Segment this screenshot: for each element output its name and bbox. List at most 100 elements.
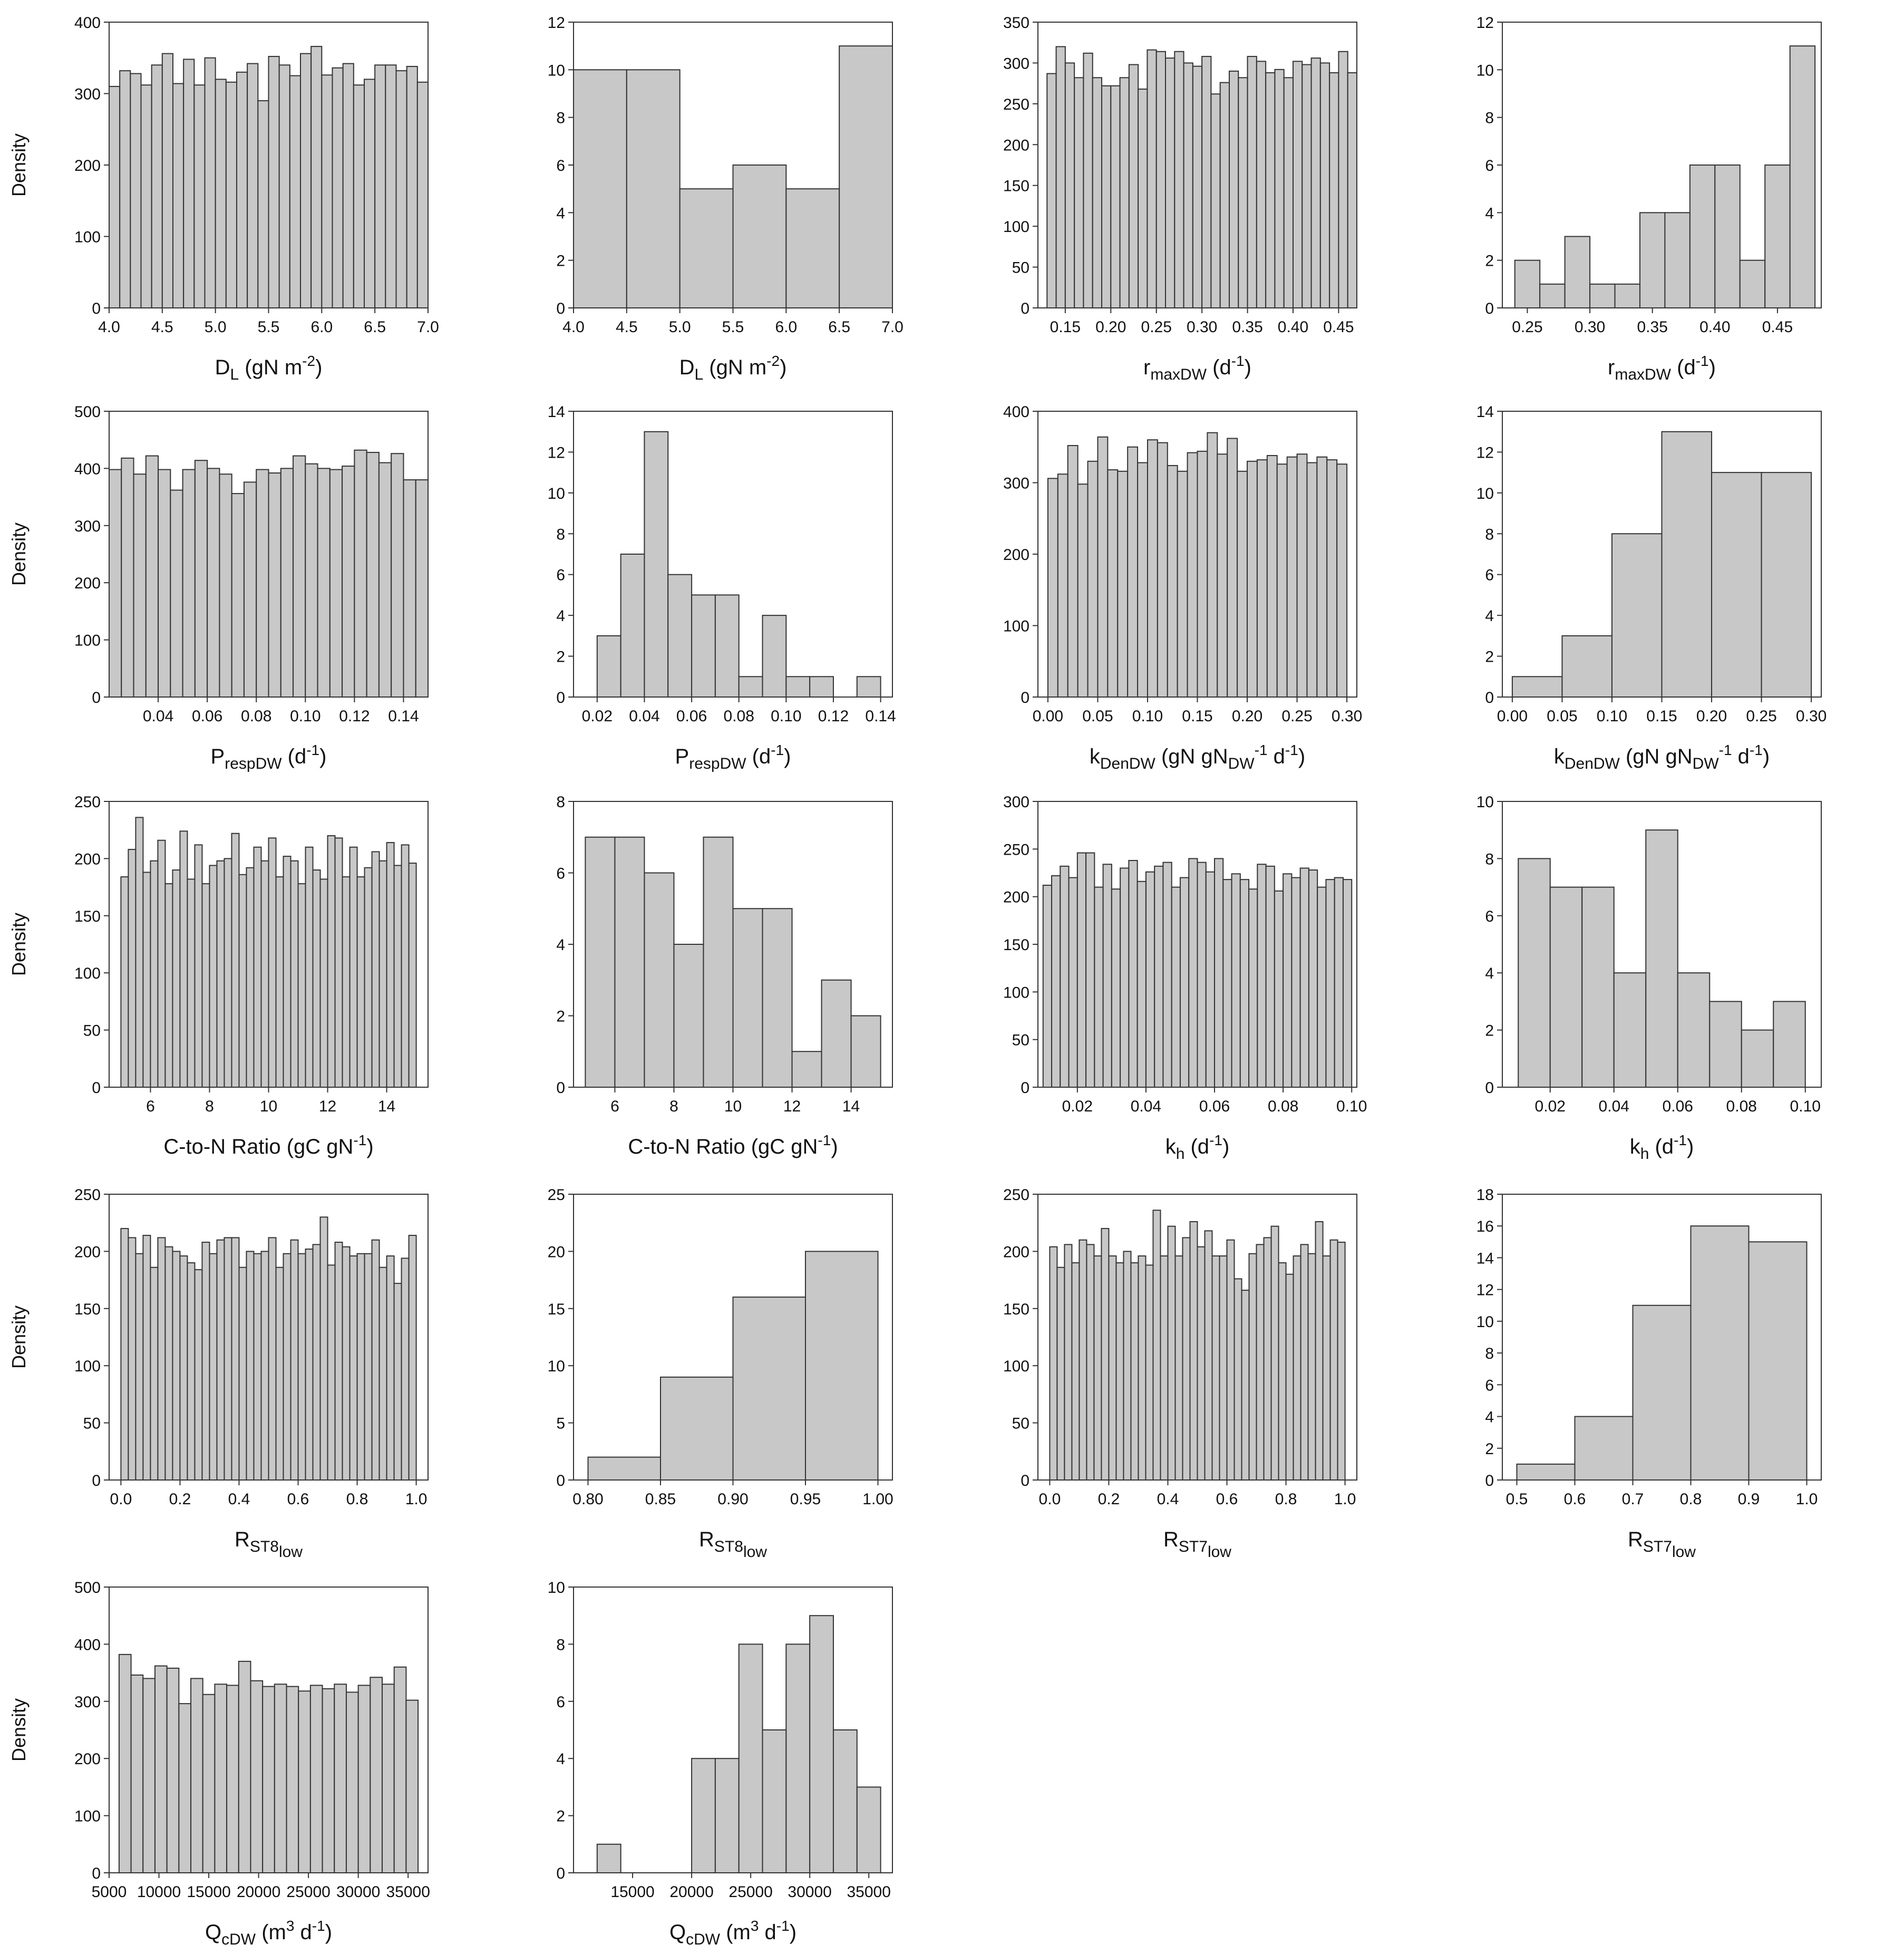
histogram-bar bbox=[660, 1376, 734, 1481]
histogram-bar bbox=[286, 1686, 299, 1873]
histogram-bar bbox=[1293, 61, 1303, 309]
histogram-bar bbox=[142, 1678, 156, 1873]
y-tick-label: 8 bbox=[1485, 850, 1494, 868]
histogram-bar bbox=[1276, 463, 1288, 698]
y-tick-label: 6 bbox=[1485, 908, 1494, 925]
x-axis-title-part: cDW bbox=[221, 1931, 256, 1948]
histogram-bar bbox=[349, 1255, 358, 1481]
x-axis-title-part: L bbox=[694, 366, 703, 383]
x-axis-title: C-to-N Ratio (gC gN-1) bbox=[628, 1132, 838, 1158]
x-axis-title-part: DW bbox=[1228, 755, 1255, 772]
x-tick-label: 0.04 bbox=[143, 708, 173, 725]
x-axis-title-part: ) bbox=[1763, 745, 1770, 768]
x-tick-label: 0.0 bbox=[1039, 1491, 1061, 1508]
histogram-bar bbox=[179, 1255, 188, 1481]
histogram-bar bbox=[246, 1251, 255, 1481]
histogram-bar bbox=[201, 883, 210, 1088]
x-axis-title-part: r bbox=[1143, 356, 1150, 379]
x-axis-title: PrespDW (d-1) bbox=[675, 742, 791, 772]
y-tick-label: 400 bbox=[1003, 403, 1029, 421]
histogram-bar bbox=[253, 1253, 262, 1481]
histogram-bar bbox=[1561, 635, 1612, 698]
x-axis-title-part: r bbox=[1608, 356, 1615, 379]
histogram-bar bbox=[349, 846, 358, 1088]
histogram-bar bbox=[1108, 1255, 1117, 1481]
histogram-bar bbox=[1581, 886, 1615, 1088]
histogram-bar bbox=[1301, 64, 1312, 308]
histogram-bar bbox=[334, 837, 343, 1088]
x-tick-label: 0.95 bbox=[790, 1491, 821, 1508]
x-axis-title: kh (d-1) bbox=[1630, 1132, 1694, 1163]
bars bbox=[109, 449, 429, 698]
histogram-bar bbox=[382, 1684, 395, 1874]
histogram-bar bbox=[1077, 483, 1089, 698]
y-tick-label: 300 bbox=[74, 1694, 101, 1711]
histogram-bar bbox=[201, 1242, 210, 1481]
histogram-bar bbox=[1564, 236, 1591, 308]
y-tick-label: 0 bbox=[92, 689, 101, 707]
x-tick-label: 4.0 bbox=[562, 318, 585, 336]
histogram-bar bbox=[370, 1677, 383, 1873]
y-tick-label: 25 bbox=[548, 1186, 565, 1204]
histogram-bar bbox=[1237, 470, 1248, 698]
x-tick-label: 0.40 bbox=[1278, 318, 1308, 336]
x-tick-label: 0.12 bbox=[339, 708, 370, 725]
x-tick-label: 25000 bbox=[728, 1883, 772, 1901]
histogram-bar bbox=[332, 67, 344, 308]
y-tick-label: 0 bbox=[556, 300, 565, 317]
y-tick-label: 4 bbox=[1485, 607, 1494, 625]
x-tick-label: 6.0 bbox=[310, 318, 333, 336]
x-tick-label: 0.30 bbox=[1187, 318, 1217, 336]
bars bbox=[1046, 46, 1358, 309]
histogram-bar bbox=[1518, 858, 1551, 1088]
histogram-bar bbox=[262, 1686, 275, 1873]
x-tick-label: 6.5 bbox=[364, 318, 386, 336]
x-axis-title-part: -1 bbox=[1285, 742, 1298, 758]
y-tick-label: 4 bbox=[556, 936, 565, 954]
x-tick-label: 0.4 bbox=[228, 1491, 250, 1508]
histogram-panel-kDenDW-post: 0 2 4 6 8 10 12 14 0.00 0.05 0.10 0.15 0.20 0.25 0.30 k… bbox=[1476, 403, 1827, 772]
histogram-bar bbox=[1789, 45, 1816, 309]
histogram-bar bbox=[378, 860, 387, 1088]
bars bbox=[1047, 432, 1348, 698]
x-tick-label: 0.8 bbox=[1680, 1491, 1702, 1508]
histogram-bar bbox=[408, 1235, 417, 1481]
histogram-bar bbox=[1334, 877, 1344, 1088]
histogram-bar bbox=[1248, 888, 1258, 1088]
histogram-bar bbox=[151, 64, 163, 309]
x-axis-title: QcDW (m3 d-1) bbox=[205, 1918, 332, 1948]
histogram-bar bbox=[1111, 888, 1121, 1088]
histogram-bar bbox=[215, 79, 227, 308]
histogram-bar bbox=[393, 865, 402, 1088]
histogram-bar bbox=[142, 872, 151, 1088]
bars bbox=[1516, 1225, 1808, 1481]
histogram-bar bbox=[1107, 469, 1119, 698]
histogram-bar bbox=[216, 1239, 225, 1481]
histogram-bar bbox=[268, 837, 277, 1088]
histogram-bar bbox=[596, 1843, 621, 1874]
histogram-bar bbox=[1247, 56, 1257, 308]
histogram-bar bbox=[679, 188, 734, 308]
x-tick-label: 35000 bbox=[386, 1883, 430, 1901]
histogram-bar bbox=[250, 1680, 264, 1873]
y-tick-label: 18 bbox=[1476, 1186, 1494, 1204]
y-tick-label: 200 bbox=[74, 575, 101, 592]
histogram-bar bbox=[257, 100, 269, 309]
histogram-bar bbox=[691, 594, 716, 698]
histogram-bar bbox=[1067, 445, 1079, 698]
histogram-bar bbox=[128, 1237, 137, 1481]
x-axis-title-part: ) bbox=[315, 356, 322, 379]
histogram-panel-PrespDW-post: 0 2 4 6 8 10 12 14 0.02 0.04 0.06 0.08 0.10 0.12 0.14 P… bbox=[548, 403, 896, 772]
histogram-bar bbox=[283, 1253, 292, 1481]
y-tick-label: 10 bbox=[1476, 1313, 1494, 1331]
histogram-bar bbox=[839, 45, 893, 309]
histogram-bar bbox=[183, 59, 195, 309]
x-tick-label: 0.7 bbox=[1622, 1491, 1644, 1508]
histogram-bar bbox=[1265, 865, 1275, 1088]
y-tick-label: 6 bbox=[556, 865, 565, 883]
histogram-bar bbox=[596, 635, 621, 698]
histogram-bar bbox=[1690, 1225, 1750, 1481]
histogram-bar bbox=[1051, 875, 1061, 1088]
histogram-panel-DL-post: 0 2 4 6 8 10 12 4.0 4.5 5.0 5.5 6.0 6.5 7.0 DL (gN m-2… bbox=[548, 14, 904, 383]
histogram-bar bbox=[1315, 1221, 1324, 1481]
